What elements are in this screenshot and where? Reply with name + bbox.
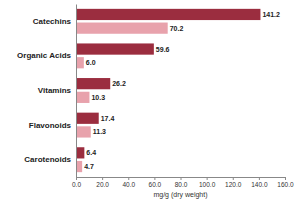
data-label: 70.2 bbox=[170, 25, 184, 32]
bar bbox=[76, 113, 99, 124]
bar bbox=[76, 43, 154, 54]
tick-label: Carotenoids bbox=[24, 155, 71, 164]
tick-label: 20.0 bbox=[96, 181, 109, 188]
data-label: 6.4 bbox=[86, 149, 96, 156]
tick: 20.0 bbox=[96, 177, 109, 188]
bar bbox=[76, 57, 84, 68]
tick-mark bbox=[102, 177, 103, 180]
tick-mark bbox=[207, 177, 208, 180]
tick: Organic Acids bbox=[17, 51, 76, 60]
tick: 160.0 bbox=[277, 177, 294, 188]
x-axis: 0.0 20.0 40.0 60.0 80.0 100.0 120.0 140.0 160.0 bbox=[72, 177, 294, 188]
tick: Flavonoids bbox=[29, 121, 76, 130]
data-labels: 141.2 59.6 26.2 17.4 6.4 70.2 6.0 10.3 11.3 4.7 bbox=[84, 11, 280, 170]
tick-label: Organic Acids bbox=[17, 51, 71, 60]
bar bbox=[76, 9, 260, 20]
data-label: 17.4 bbox=[101, 115, 115, 122]
tick-label: 40.0 bbox=[122, 181, 135, 188]
tick-label: 100.0 bbox=[199, 181, 216, 188]
data-label: 141.2 bbox=[262, 11, 280, 18]
tick-label: 0.0 bbox=[72, 181, 81, 188]
tick: Catechins bbox=[33, 17, 76, 26]
data-label: 4.7 bbox=[84, 163, 94, 170]
data-label: 59.6 bbox=[156, 46, 170, 53]
tick-label: 80.0 bbox=[175, 181, 188, 188]
tick-label: 160.0 bbox=[277, 181, 294, 188]
data-label: 11.3 bbox=[93, 128, 106, 135]
tick-mark bbox=[285, 177, 286, 180]
bars bbox=[76, 9, 260, 172]
tick-label: Vitamins bbox=[38, 86, 72, 95]
tick: 60.0 bbox=[149, 177, 162, 188]
tick: 140.0 bbox=[251, 177, 268, 188]
tick-label: 120.0 bbox=[225, 181, 242, 188]
bar bbox=[76, 147, 84, 158]
tick-label: 60.0 bbox=[149, 181, 162, 188]
tick-mark bbox=[233, 177, 234, 180]
bar bbox=[76, 78, 110, 89]
tick-mark bbox=[181, 177, 182, 180]
tick: 40.0 bbox=[122, 177, 135, 188]
chart: 141.2 59.6 26.2 17.4 6.4 70.2 6.0 10.3 11.3 4.7 0.… bbox=[0, 0, 300, 199]
bar bbox=[76, 126, 91, 137]
tick: 100.0 bbox=[199, 177, 216, 188]
tick: 120.0 bbox=[225, 177, 242, 188]
axis-line bbox=[76, 5, 77, 178]
tick: 80.0 bbox=[175, 177, 188, 188]
tick-mark bbox=[154, 177, 155, 180]
x-axis-title: mg/g (dry weight) bbox=[153, 191, 207, 199]
tick-mark bbox=[128, 177, 129, 180]
plot: 141.2 59.6 26.2 17.4 6.4 70.2 6.0 10.3 11.3 4.7 0.… bbox=[17, 5, 294, 188]
tick-label: 140.0 bbox=[251, 181, 268, 188]
tick-label: Flavonoids bbox=[29, 121, 72, 130]
bar bbox=[76, 92, 89, 103]
tick: Carotenoids bbox=[24, 155, 76, 164]
tick-mark bbox=[259, 177, 260, 180]
bar bbox=[76, 23, 168, 34]
y-axis: Catechins Organic Acids Vitamins Flavonoids… bbox=[17, 5, 76, 178]
data-label: 26.2 bbox=[112, 80, 126, 87]
data-label: 6.0 bbox=[86, 59, 96, 66]
tick-label: Catechins bbox=[33, 17, 72, 26]
tick: 0.0 bbox=[72, 177, 81, 188]
tick: Vitamins bbox=[38, 86, 76, 95]
data-label: 10.3 bbox=[91, 94, 105, 101]
